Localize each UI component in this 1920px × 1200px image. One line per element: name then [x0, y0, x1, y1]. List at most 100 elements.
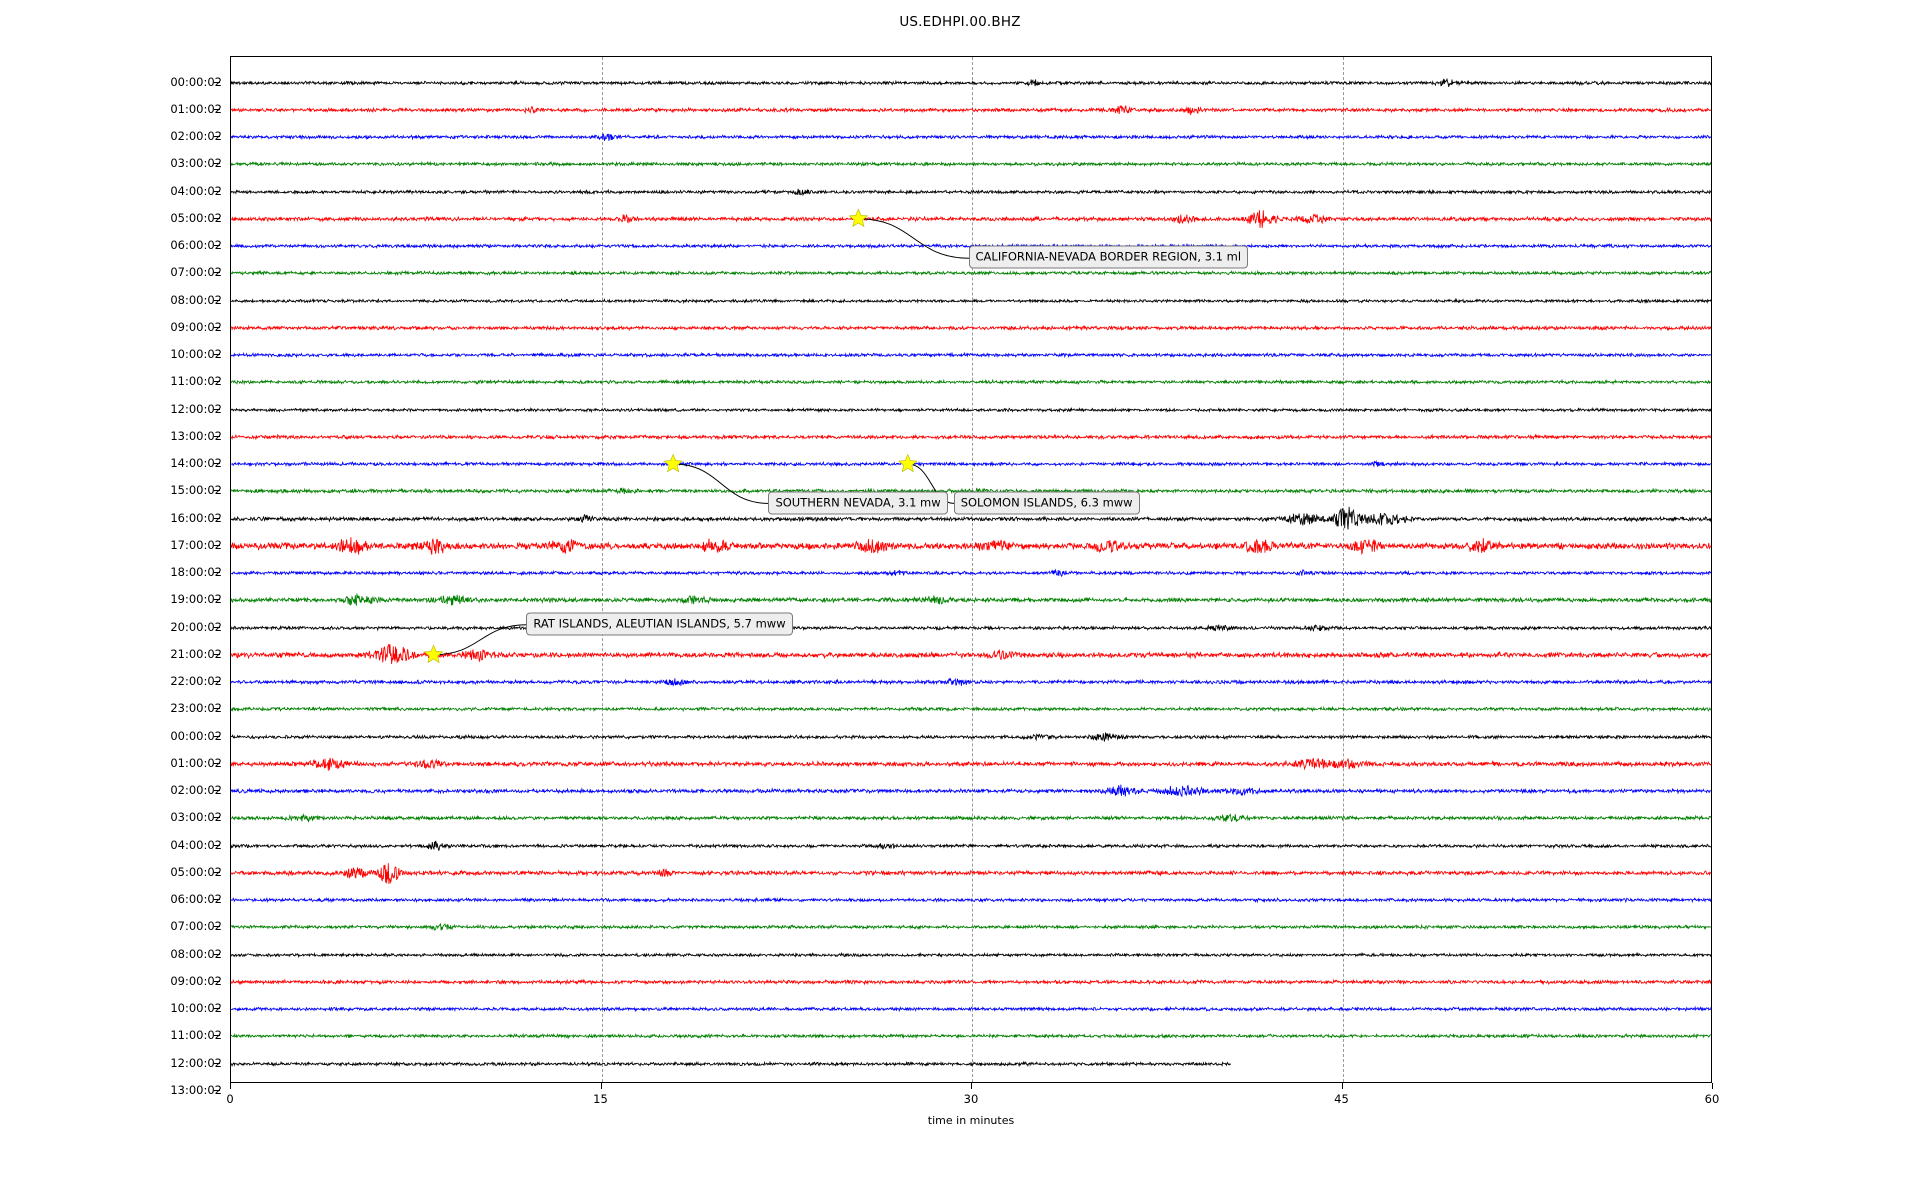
trace-row: [231, 424, 1711, 450]
trace-row: [231, 70, 1711, 96]
trace-row: [231, 315, 1711, 341]
trace-row: [231, 805, 1711, 831]
y-axis-tick-23: [214, 708, 220, 710]
y-axis-label-36: 12:00:02: [170, 1055, 222, 1070]
trace-row: [231, 124, 1711, 150]
page-title: US.EDHPI.00.BHZ: [899, 14, 1021, 30]
y-axis-tick-27: [214, 817, 220, 819]
trace-row: [231, 969, 1711, 995]
trace-row: [231, 533, 1711, 559]
y-axis-tick-6: [214, 245, 220, 246]
trace-row: [231, 260, 1711, 286]
y-axis-tick-10: [214, 354, 220, 355]
plot-area: [230, 56, 1712, 1083]
y-axis-tick-15: [214, 490, 220, 492]
y-axis-tick-36: [214, 1062, 220, 1064]
y-axis-label-7: 07:00:02: [170, 265, 222, 280]
y-axis-label-10: 10:00:02: [170, 347, 222, 361]
y-axis-tick-18: [214, 572, 220, 573]
trace-row: [231, 97, 1711, 123]
trace-row: [231, 587, 1711, 613]
event-annotation-label[interactable]: SOUTHERN NEVADA, 3.1 mw: [768, 491, 948, 514]
trace-row: [231, 860, 1711, 886]
trace-row: [231, 288, 1711, 314]
y-axis-tick-8: [214, 299, 220, 301]
y-axis-label-27: 03:00:02: [170, 810, 222, 825]
y-axis-label-2: 02:00:02: [170, 129, 222, 143]
y-axis-tick-22: [214, 681, 220, 682]
y-axis-tick-4: [214, 190, 220, 192]
y-axis-tick-13: [214, 435, 220, 437]
event-annotation-label[interactable]: RAT ISLANDS, ALEUTIAN ISLANDS, 5.7 mww: [526, 612, 793, 636]
y-axis-tick-34: [214, 1008, 220, 1009]
y-axis-label-0: 00:00:02: [170, 74, 222, 89]
trace-row: [231, 342, 1711, 368]
y-axis-label-29: 05:00:02: [170, 864, 222, 879]
y-axis-tick-17: [214, 544, 220, 546]
trace-row: [231, 778, 1711, 804]
y-axis-label-8: 08:00:02: [170, 292, 222, 307]
y-axis-tick-28: [214, 844, 220, 846]
y-axis-label-35: 11:00:02: [170, 1028, 222, 1043]
y-axis-tick-19: [214, 599, 220, 601]
y-axis-tick-30: [214, 899, 220, 900]
y-axis-label-6: 06:00:02: [170, 238, 222, 252]
x-axis-tick-30: [971, 1083, 972, 1089]
trace-row: [231, 615, 1711, 641]
y-axis-label-24: 00:00:02: [170, 728, 222, 743]
y-axis-tick-25: [214, 762, 220, 764]
y-axis-tick-26: [214, 790, 220, 791]
gridline-45: [1342, 57, 1344, 1082]
y-axis-label-19: 19:00:02: [170, 592, 222, 607]
trace-row: [231, 369, 1711, 395]
event-annotation-label[interactable]: CALIFORNIA-NEVADA BORDER REGION, 3.1 ml: [968, 245, 1249, 269]
event-annotation-label[interactable]: SOLOMON ISLANDS, 6.3 mww: [953, 491, 1140, 514]
trace-row: [231, 696, 1711, 722]
trace-row: [231, 1023, 1711, 1049]
trace-row: [231, 206, 1711, 232]
x-axis-label-45: 45: [1334, 1092, 1349, 1106]
y-axis-label-18: 18:00:02: [170, 565, 222, 579]
y-axis-label-17: 17:00:02: [170, 537, 222, 552]
y-axis-tick-16: [214, 517, 220, 519]
trace-row: [231, 179, 1711, 205]
y-axis-tick-2: [214, 136, 220, 137]
trace-row: [231, 914, 1711, 940]
trace-row: [231, 506, 1711, 532]
y-axis-label-4: 04:00:02: [170, 183, 222, 198]
trace-row: [231, 996, 1711, 1022]
x-axis-tick-45: [1341, 1083, 1343, 1089]
y-axis-tick-labels: 00:00:02 01:00:02 02:00:02 03:00:02 04:00:02…: [0, 56, 222, 1097]
y-axis-tick-12: [214, 408, 220, 410]
y-axis-label-5: 05:00:02: [170, 210, 222, 225]
trace-row: [231, 833, 1711, 859]
x-axis-label-30: 30: [963, 1092, 979, 1106]
y-axis-label-26: 02:00:02: [170, 783, 222, 797]
y-axis-tick-20: [214, 626, 220, 628]
trace-row: [231, 397, 1711, 423]
y-axis-tick-35: [214, 1035, 220, 1037]
y-axis-tick-3: [214, 163, 220, 165]
y-axis-label-33: 09:00:02: [170, 973, 222, 988]
trace-row: [231, 669, 1711, 695]
y-axis-label-15: 15:00:02: [170, 483, 222, 498]
y-axis-tick-0: [214, 81, 220, 83]
y-axis-label-3: 03:00:02: [170, 156, 222, 171]
y-axis-label-21: 21:00:02: [170, 646, 222, 661]
x-axis-label-0: 0: [226, 1092, 234, 1106]
y-axis-label-11: 11:00:02: [170, 374, 222, 389]
trace-row: [231, 1051, 1711, 1077]
y-axis-label-20: 20:00:02: [170, 619, 222, 634]
y-axis-tick-33: [214, 980, 220, 982]
trace-row: [231, 642, 1711, 668]
plot-inner: [231, 57, 1711, 1082]
y-axis-label-30: 06:00:02: [170, 892, 222, 906]
x-axis-caption: time in minutes: [927, 1114, 1015, 1127]
y-axis-tick-24: [214, 735, 220, 737]
trace-row: [231, 151, 1711, 177]
y-axis-label-1: 01:00:02: [170, 101, 222, 116]
y-axis-tick-11: [214, 381, 220, 383]
gridline-30: [972, 57, 973, 1082]
x-axis-tick-15: [600, 1083, 602, 1089]
